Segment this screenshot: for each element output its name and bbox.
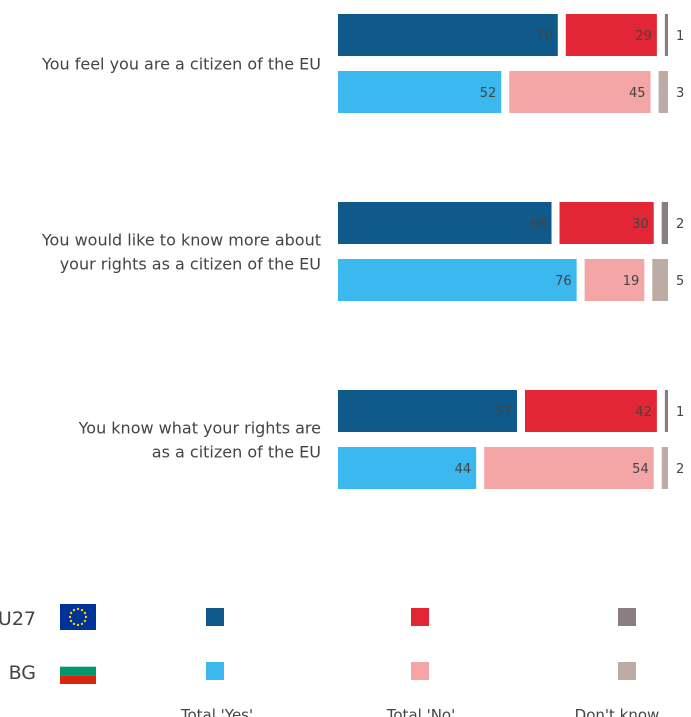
value-label: 45 [629,86,646,101]
question-label: You know what your rights are [78,419,321,438]
bar-bg-don-t-know [652,259,668,301]
bar-eu27-total-no [524,390,657,432]
question-label: as a citizen of the EU [152,443,321,462]
value-label: 5 [676,274,684,289]
eu-flag-icon [60,604,96,630]
legend-swatch-eu27-don-t-know [618,608,636,626]
question-label: You would like to know more about [41,231,321,250]
value-label: 76 [555,274,572,289]
bar-bg-don-t-know [658,71,668,113]
bar-eu27-total-no [565,14,657,56]
bar-eu27-total-yes [338,14,558,56]
bar-eu27-don-t-know [664,14,668,56]
legend-swatch-bg-don-t-know [618,662,636,680]
value-label: 70 [536,29,553,44]
value-label: 54 [632,462,649,477]
bar-bg-total-no [484,447,654,489]
value-label: 3 [676,86,684,101]
value-label: 2 [676,462,684,477]
legend-swatch-bg-total-no [411,662,429,680]
bar-bg-don-t-know [661,447,668,489]
bar-eu27-total-yes [338,202,552,244]
bar-eu27-don-t-know [664,390,668,432]
value-label: 68 [530,217,547,232]
legend-swatch-bg-total-yes [206,662,224,680]
value-label: 44 [455,462,472,477]
value-label: 29 [635,29,652,44]
legend-swatch-eu27-total-no [411,608,429,626]
bars-layer [338,14,668,489]
legend: EU27 BG Total 'Yes' Total 'No' Don't know [0,604,659,717]
bar-bg-total-no [584,259,645,301]
bar-eu27-total-yes [338,390,517,432]
value-label: 1 [676,29,684,44]
value-label: 2 [676,217,684,232]
legend-swatch-eu27-total-yes [206,608,224,626]
value-label: 52 [480,86,497,101]
bar-bg-total-yes [338,447,477,489]
value-label: 57 [495,405,512,420]
question-label: You feel you are a citizen of the EU [41,55,321,74]
bar-eu27-don-t-know [661,202,668,244]
value-label: 42 [635,405,652,420]
question-label: your rights as a citizen of the EU [60,255,321,274]
value-label: 30 [632,217,649,232]
legend-country-label: EU27 [0,608,36,630]
labels-layer: You feel you are a citizen of the EU 70 29… [41,29,684,477]
value-label: 1 [676,405,684,420]
bar-eu27-total-no [559,202,654,244]
legend-label-total-no: Total 'No' [386,706,455,717]
legend-label-total-yes: Total 'Yes' [180,706,253,717]
value-label: 19 [623,274,640,289]
bar-bg-total-yes [338,71,502,113]
bar-bg-total-no [509,71,651,113]
legend-label-don-t-know: Don't know [575,706,660,717]
legend-country-label: BG [9,662,36,684]
bar-bg-total-yes [338,259,577,301]
bulgaria-flag-icon [60,658,96,684]
